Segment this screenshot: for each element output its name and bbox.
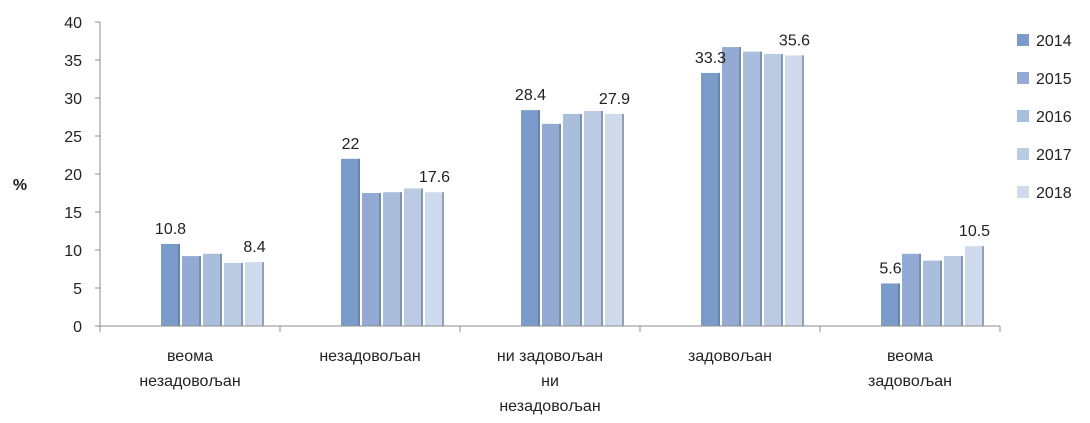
bar-shadow — [601, 110, 603, 326]
y-tick-label: 5 — [73, 281, 82, 298]
bar — [923, 260, 942, 326]
bar — [584, 110, 603, 326]
bar — [404, 188, 423, 326]
bar — [341, 158, 360, 326]
bar-shadow — [400, 192, 402, 326]
legend-label: 2016 — [1036, 109, 1072, 126]
data-label: 5.6 — [879, 260, 901, 277]
legend-swatch — [1017, 72, 1029, 84]
bar — [563, 113, 582, 327]
data-label: 28.4 — [515, 87, 546, 104]
category-label: незадовољан — [139, 373, 240, 390]
data-label: 27.9 — [599, 91, 630, 108]
bar — [902, 253, 921, 326]
data-labels-group: 10.8 8.4 22 17.6 28.4 27.9 33.3 35.6 5.6 10.5 — [155, 32, 990, 277]
bar-shadow — [961, 256, 963, 326]
bar — [881, 283, 900, 326]
legend-swatch — [1017, 110, 1029, 122]
legend-swatch — [1017, 186, 1029, 198]
bar — [383, 192, 402, 326]
bar — [203, 253, 222, 326]
y-tick-label: 40 — [64, 15, 82, 32]
category-label: ни задовољан — [497, 348, 603, 365]
bar-shadow — [559, 123, 561, 326]
bar — [944, 256, 963, 326]
category-label: задовољан — [688, 348, 772, 365]
x-axis: веома незадовољан незадовољан ни задовољан н… — [99, 325, 1001, 415]
bar — [764, 53, 783, 327]
category-label: задовољан — [868, 373, 952, 390]
bar — [224, 262, 243, 326]
bar-shadow — [739, 47, 741, 327]
y-axis-label: % — [13, 177, 27, 194]
bar-shadow — [919, 253, 921, 326]
bar-shadow — [898, 283, 900, 326]
data-label: 22 — [342, 136, 360, 153]
bar-shadow — [622, 113, 624, 327]
bar — [785, 55, 804, 326]
bar — [161, 243, 180, 326]
bar — [701, 72, 720, 326]
data-label: 35.6 — [779, 32, 810, 49]
category-label: ни — [541, 373, 559, 390]
bar-shadow — [220, 253, 222, 326]
bar-shadow — [940, 260, 942, 326]
bar — [245, 262, 264, 326]
legend-swatch — [1017, 34, 1029, 46]
y-axis: 0 5 10 15 20 25 30 35 40 — [64, 15, 101, 336]
bar-shadow — [262, 262, 264, 326]
data-label: 10.5 — [959, 223, 990, 240]
data-label: 33.3 — [695, 50, 726, 67]
category-label: веома — [887, 348, 933, 365]
y-tick-label: 15 — [64, 205, 82, 222]
data-label: 17.6 — [419, 169, 450, 186]
bar-shadow — [802, 55, 804, 326]
y-tick-label: 30 — [64, 91, 82, 108]
bar — [542, 123, 561, 326]
bar — [362, 193, 381, 326]
legend-label: 2015 — [1036, 71, 1072, 88]
bar-shadow — [199, 256, 201, 326]
category-label: незадовољан — [319, 348, 420, 365]
y-tick-label: 20 — [64, 167, 82, 184]
legend-label: 2014 — [1036, 33, 1072, 50]
bar-shadow — [442, 192, 444, 326]
data-label: 8.4 — [243, 239, 265, 256]
y-tick-label: 0 — [73, 319, 82, 336]
bar — [425, 192, 444, 326]
bars-group — [161, 47, 984, 327]
legend-label: 2017 — [1036, 147, 1072, 164]
bar-shadow — [379, 193, 381, 326]
bar-shadow — [760, 51, 762, 326]
bar-shadow — [421, 188, 423, 326]
category-label: незадовољан — [499, 398, 600, 415]
category-label: веома — [167, 348, 213, 365]
bar-shadow — [580, 113, 582, 327]
bar-shadow — [538, 110, 540, 326]
bar-shadow — [358, 158, 360, 326]
y-tick-label: 10 — [64, 243, 82, 260]
bar-shadow — [781, 53, 783, 327]
bar — [521, 110, 540, 326]
y-tick-label: 25 — [64, 129, 82, 146]
legend-label: 2018 — [1036, 185, 1072, 202]
bar-shadow — [241, 262, 243, 326]
legend: 2014 2015 2016 2017 2018 — [1017, 33, 1072, 202]
legend-swatch — [1017, 148, 1029, 160]
bar — [605, 113, 624, 327]
bar-shadow — [718, 72, 720, 326]
bar-shadow — [178, 243, 180, 326]
y-tick-label: 35 — [64, 53, 82, 70]
data-label: 10.8 — [155, 221, 186, 238]
bar — [965, 246, 984, 326]
bar — [743, 51, 762, 326]
bar — [722, 47, 741, 327]
bar — [182, 256, 201, 326]
bar-shadow — [982, 246, 984, 326]
